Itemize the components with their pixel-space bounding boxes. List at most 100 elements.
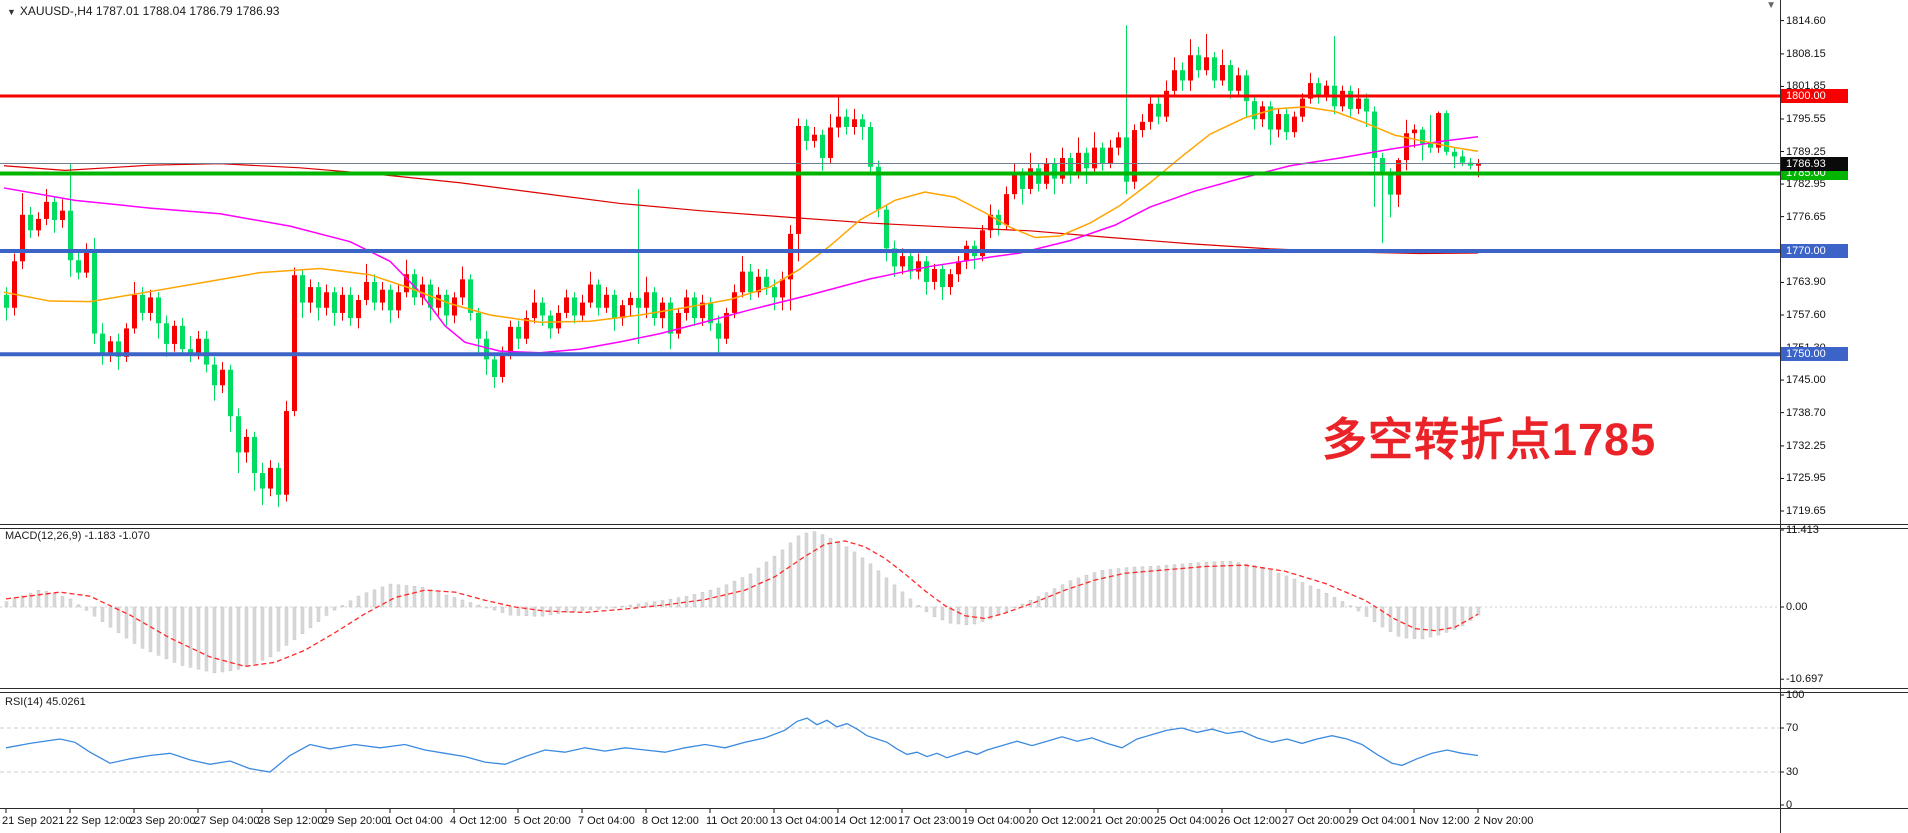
- candle-body: [356, 300, 361, 319]
- candle-body: [692, 297, 697, 319]
- candle-body: [1372, 111, 1377, 158]
- macd-histogram-bar: [1356, 606, 1361, 612]
- macd-histogram-bar: [1124, 567, 1129, 608]
- candle-body: [196, 338, 201, 354]
- macd-histogram-bar: [1212, 561, 1217, 608]
- candle-body: [820, 134, 825, 158]
- candle-body: [1380, 157, 1385, 173]
- candle-body: [460, 279, 465, 298]
- macd-histogram-bar: [1116, 568, 1121, 608]
- macd-histogram-bar: [1100, 570, 1105, 608]
- candle-body: [68, 210, 73, 261]
- chart-shift-marker-icon[interactable]: ▼: [1766, 0, 1776, 11]
- macd-histogram-bar: [260, 606, 265, 661]
- macd-histogram-bar: [1204, 561, 1209, 608]
- candle-body: [140, 294, 145, 313]
- panel-separator-macd-rsi[interactable]: [0, 688, 1908, 693]
- candle-body: [780, 279, 785, 298]
- macd-histogram-bar: [1476, 606, 1481, 616]
- chevron-down-icon[interactable]: ▼: [7, 7, 16, 17]
- rsi-axis-label: 100: [1786, 689, 1805, 701]
- candle-body: [1188, 55, 1193, 81]
- macd-histogram-bar: [364, 592, 369, 608]
- time-axis-label: 21 Sep 2021: [2, 815, 65, 827]
- macd-histogram-bar: [876, 570, 881, 608]
- macd-histogram-bar: [988, 606, 993, 620]
- macd-histogram-bar: [668, 598, 673, 608]
- macd-histogram-bar: [108, 606, 113, 628]
- macd-histogram-bar: [148, 606, 153, 653]
- macd-axis-label: 0.00: [1786, 601, 1808, 613]
- macd-histogram-bar: [356, 595, 361, 608]
- macd-histogram-bar: [1420, 606, 1425, 640]
- candle-body: [172, 325, 177, 344]
- time-axis-label: 25 Oct 04:00: [1154, 815, 1217, 827]
- ma-slow-red: [3, 163, 1479, 255]
- macd-histogram-bar: [1468, 606, 1473, 621]
- candle-body: [852, 119, 857, 127]
- symbol-info-bar[interactable]: ▼ XAUUSD-,H4 1787.01 1788.04 1786.79 1786…: [7, 4, 279, 18]
- macd-histogram-bar: [676, 597, 681, 608]
- candle-body: [1324, 85, 1329, 96]
- candle-body: [828, 127, 833, 158]
- macd-histogram-bar: [1260, 567, 1265, 608]
- candle-body: [916, 261, 921, 272]
- candle-body: [1204, 57, 1209, 71]
- candle-body: [764, 276, 769, 288]
- candle-body: [100, 333, 105, 354]
- macd-histogram-bar: [492, 606, 497, 611]
- macd-histogram-bar: [324, 606, 329, 616]
- candle-body: [1052, 163, 1057, 179]
- candle-body: [1396, 160, 1401, 195]
- annotation-text[interactable]: 多空转折点1785: [1322, 414, 1657, 465]
- price-axis-border[interactable]: [1780, 0, 1781, 833]
- price-tick-label: 1719.65: [1786, 505, 1826, 517]
- candle-body: [516, 326, 521, 339]
- candle-body: [892, 248, 897, 267]
- macd-histogram-bar: [276, 606, 281, 652]
- candle-body: [44, 201, 49, 219]
- macd-histogram-bar: [460, 599, 465, 608]
- macd-histogram-bar: [404, 585, 409, 608]
- macd-histogram-bar: [972, 606, 977, 625]
- candle-body: [964, 245, 969, 262]
- candle-body: [524, 318, 529, 339]
- candle-body: [980, 230, 985, 257]
- macd-histogram-bar: [1268, 569, 1273, 608]
- candle-body: [404, 274, 409, 293]
- macd-histogram-bar: [1332, 597, 1337, 608]
- candle-body: [1244, 75, 1249, 102]
- macd-histogram-bar: [924, 606, 929, 613]
- candle-body: [1348, 90, 1353, 109]
- candle-body: [788, 233, 793, 280]
- candle-body: [1308, 83, 1313, 99]
- candle-body: [772, 287, 777, 298]
- time-axis-label: 2 Nov 20:00: [1474, 815, 1534, 827]
- macd-histogram-bar: [1156, 565, 1161, 608]
- macd-histogram-bar: [1236, 562, 1241, 608]
- candle-body: [644, 292, 649, 308]
- candle-body: [476, 312, 481, 339]
- macd-histogram-bar: [788, 542, 793, 608]
- macd-histogram-bar: [372, 589, 377, 608]
- macd-histogram-bar: [1132, 566, 1137, 608]
- candle-body: [276, 467, 281, 495]
- candle-body: [732, 292, 737, 313]
- macd-histogram-bar: [52, 593, 57, 608]
- candle-body: [388, 289, 393, 311]
- candle-body: [508, 326, 513, 355]
- macd-histogram-bar: [1300, 582, 1305, 608]
- candle-body: [1020, 173, 1025, 189]
- panel-separator-main-macd[interactable]: [0, 524, 1908, 529]
- candle-body: [1116, 137, 1121, 148]
- candle-body: [364, 281, 369, 301]
- macd-histogram-bar: [940, 606, 945, 621]
- candle-body: [636, 297, 641, 308]
- candle-body: [20, 214, 25, 262]
- macd-histogram-bar: [516, 606, 521, 616]
- candle-body: [556, 312, 561, 329]
- macd-histogram-bar: [124, 606, 129, 639]
- macd-histogram-bar: [572, 606, 577, 612]
- candle-body: [1452, 151, 1457, 157]
